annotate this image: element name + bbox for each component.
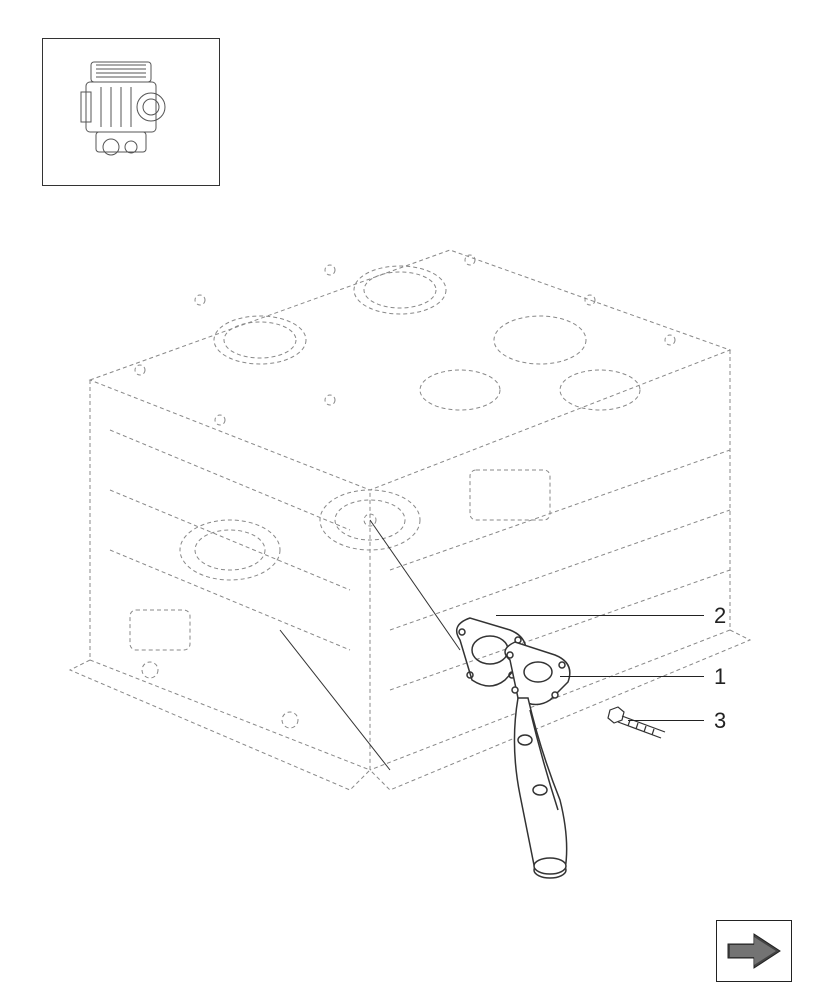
callout-3-label: 3 xyxy=(714,708,726,734)
part-bolt xyxy=(608,707,665,738)
next-page-button[interactable] xyxy=(716,920,792,982)
callout-2-label: 2 xyxy=(714,603,726,629)
exploded-view-svg xyxy=(30,230,790,910)
engine-block-outline xyxy=(70,250,750,790)
thumbnail-container xyxy=(42,38,220,186)
engine-thumbnail-icon xyxy=(61,47,201,177)
callout-1-line xyxy=(560,676,704,677)
part-elbow-pipe xyxy=(505,642,570,878)
callout-3-line xyxy=(628,720,704,721)
main-diagram-container xyxy=(30,230,790,910)
callout-1-label: 1 xyxy=(714,664,726,690)
callout-2-line xyxy=(496,615,704,616)
arrow-right-icon xyxy=(724,928,784,974)
